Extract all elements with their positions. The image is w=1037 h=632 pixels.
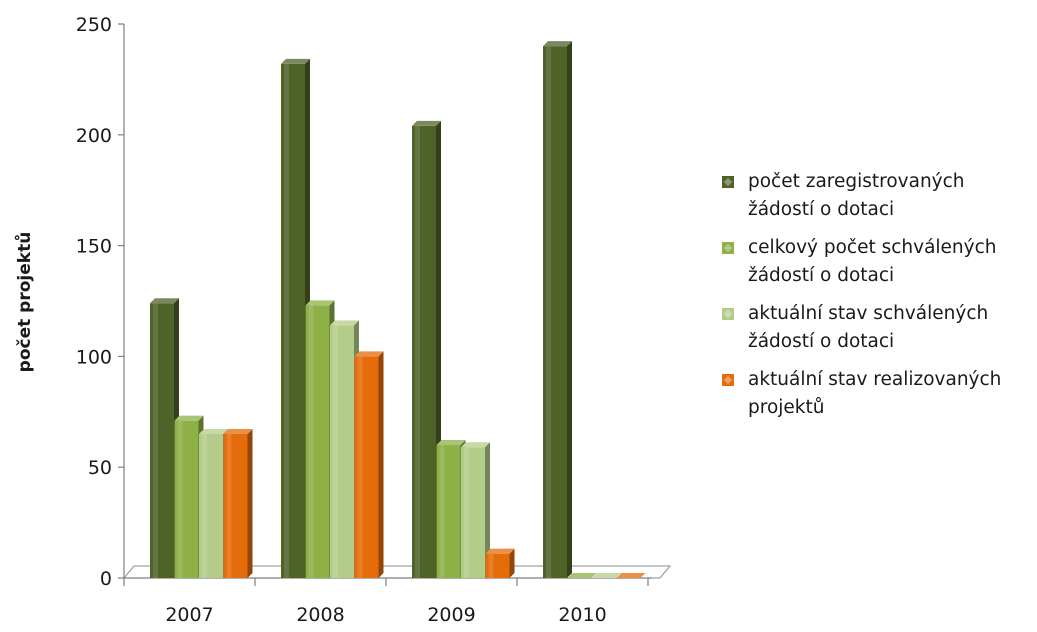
legend-swatch [722,176,734,188]
y-tick-label: 0 [100,568,112,590]
chart-tick-labels: 0 50 100 150 200 250 2007 2008 2009 2010 [76,14,607,626]
y-tick-label: 250 [76,14,112,36]
legend-item: počet zaregistrovaných žádostí o dotaci [718,168,1033,224]
legend-label: počet zaregistrovaných žádostí o dotaci [748,171,965,220]
bar [543,41,572,579]
x-tick-label: 2007 [165,604,213,626]
chart-legend: počet zaregistrovaných žádostí o dotaci c… [718,168,1033,432]
y-tick-label: 50 [88,457,112,479]
x-tick-label: 2010 [558,604,606,626]
bar [150,298,179,578]
chart-bars [150,41,646,579]
legend-item: aktuální stav realizovaných projektů [718,366,1033,422]
bar [461,442,490,578]
legend-label: celkový počet schválených žádostí o dota… [748,237,997,286]
x-tick-label: 2008 [296,604,344,626]
bar [567,573,597,578]
bar [616,573,646,578]
legend-item: aktuální stav schválených žádostí o dota… [718,300,1033,356]
bar [354,351,384,578]
legend-swatch [722,242,734,254]
y-tick-label: 200 [76,125,112,147]
bar [485,548,515,578]
bar [592,573,621,578]
legend-swatch [722,308,734,320]
legend-item: celkový počet schválených žádostí o dota… [718,234,1033,290]
legend-label: aktuální stav schválených žádostí o dota… [748,303,989,352]
x-tick-label: 2009 [427,604,475,626]
y-tick-label: 100 [76,346,112,368]
bar [223,428,253,578]
bar [281,58,310,578]
legend-swatch [722,374,734,386]
y-tick-label: 150 [76,236,112,258]
legend-label: aktuální stav realizovaných projektů [748,369,1002,418]
y-axis-label: počet projektů [13,232,35,373]
